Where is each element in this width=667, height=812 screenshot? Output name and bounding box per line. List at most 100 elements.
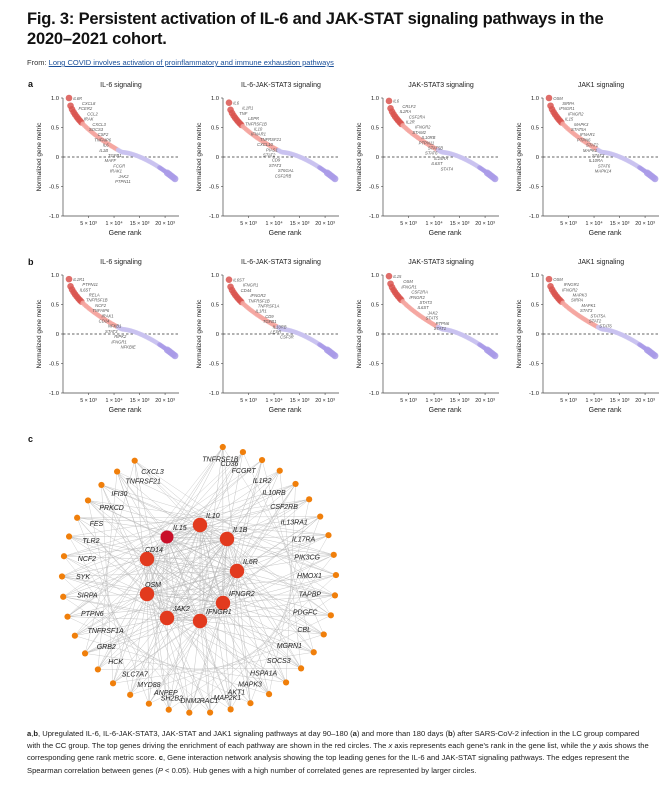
network-node xyxy=(109,680,117,687)
network-node-label: SH2B2 xyxy=(161,695,183,702)
network-node xyxy=(331,592,339,599)
network-edge xyxy=(146,558,302,669)
gene-label: STAT2 xyxy=(589,319,602,324)
network-edge xyxy=(113,652,314,684)
network-node xyxy=(74,514,81,521)
network-node-label: RAC1 xyxy=(200,698,219,705)
hub-node-label: JAK2 xyxy=(172,606,190,613)
gene-label: STAT6 xyxy=(425,151,438,156)
chart-title: JAK-STAT3 signaling xyxy=(408,82,474,89)
gene-label: OSM xyxy=(553,96,563,101)
gene-label: IFNAR1 xyxy=(580,132,595,137)
hub-node xyxy=(229,563,245,579)
network-edge xyxy=(222,470,280,604)
network-node-label: MGRN1 xyxy=(277,643,302,650)
network-edge xyxy=(199,451,244,526)
x-tick-label: 20 × 10³ xyxy=(155,398,175,404)
gene-label: IL6ST xyxy=(431,161,443,166)
caption-ref-a: a xyxy=(352,729,357,738)
x-tick-label: 5 × 10³ xyxy=(400,221,417,227)
network-node-label: IL10RB xyxy=(262,490,286,497)
y-tick-label: 1.0 xyxy=(371,96,379,102)
gene-label: FCER2 xyxy=(78,106,92,111)
gene-label: IFNGR1 xyxy=(111,339,126,344)
hub-node xyxy=(159,610,175,626)
x-tick-label: 20 × 10³ xyxy=(315,221,335,227)
network-node-label: NCF2 xyxy=(78,556,96,563)
gene-label: STAT3 xyxy=(592,153,605,158)
panel-label-b: b xyxy=(28,257,34,267)
y-tick-label: 1.0 xyxy=(51,96,59,102)
gene-label: STAT3 xyxy=(105,329,118,334)
gene-point xyxy=(65,275,73,283)
network-edge xyxy=(166,617,314,653)
network-edge xyxy=(63,483,296,557)
network-node-label: AKT1 xyxy=(227,690,246,697)
chart-b-4: JAK1 signaling 1.0 0.5 0 -0.5 -1.0 5 × 10³ 1 × … xyxy=(516,259,659,414)
y-tick-label: -1.0 xyxy=(369,391,379,397)
network-edge xyxy=(63,538,228,557)
network-edge xyxy=(97,536,168,670)
network-node-label: HMOX1 xyxy=(297,573,322,580)
network-edge xyxy=(134,460,336,596)
gene-label: STAT5A xyxy=(571,127,586,132)
caption-text-3: ) after SARS-CoV-2 infection in the LC g… xyxy=(27,729,640,751)
gene-label: SOCS3 xyxy=(89,127,104,132)
x-tick-label: 1 × 10⁴ xyxy=(425,221,443,227)
gene-point xyxy=(651,175,659,183)
network-edge xyxy=(222,602,302,669)
network-edge xyxy=(116,471,201,622)
hub-node xyxy=(192,613,208,629)
network-node xyxy=(332,571,340,579)
network-node-label: CSF2RB xyxy=(270,504,298,511)
gene-label: IL10RB xyxy=(422,135,436,140)
caption-y: y xyxy=(592,741,597,751)
network-node-label: MYD88 xyxy=(137,682,160,689)
network-edge xyxy=(166,516,321,538)
chart-b-2: IL-6-JAK-STAT3 signaling 1.0 0.5 0 -0.5 -1.0 5… xyxy=(196,259,339,414)
gene-label: IL2R xyxy=(406,120,415,125)
network-node-label: HCK xyxy=(108,659,123,666)
network-node xyxy=(127,691,134,698)
y-axis-label: Normalized gene metric xyxy=(516,299,523,368)
network-node-label: ANPEP xyxy=(153,690,178,697)
chart-title: JAK1 signaling xyxy=(578,259,624,266)
figure-title: Fig. 3: Persistent activation of IL-6 an… xyxy=(27,10,604,48)
gene-label: IL6 xyxy=(233,100,239,105)
network-edge xyxy=(168,524,201,710)
gene-label: CSF2RB xyxy=(275,173,292,178)
y-tick-label: 0 xyxy=(56,332,59,338)
gene-label: IFNAR1 xyxy=(251,132,266,137)
network-edge xyxy=(101,484,168,619)
network-edge xyxy=(62,570,238,577)
source-article-link[interactable]: Long COVID involves activation of proinf… xyxy=(48,58,334,67)
hub-node xyxy=(139,551,155,567)
network-edge xyxy=(63,556,168,619)
network-edge xyxy=(166,535,329,619)
network-edge xyxy=(226,534,329,540)
chart-title: JAK-STAT3 signaling xyxy=(408,259,474,266)
y-tick-label: -0.5 xyxy=(209,362,219,368)
network-edge xyxy=(166,536,336,596)
network-edge xyxy=(148,615,331,704)
network-edge xyxy=(166,536,270,695)
y-tick-label: 1.0 xyxy=(531,273,539,279)
network-node-label: TNFRSF1A xyxy=(88,628,125,635)
network-node-label: FES xyxy=(90,521,104,528)
network-node xyxy=(207,709,214,716)
network-node-label: TLR2 xyxy=(82,538,99,545)
y-tick-label: -0.5 xyxy=(49,185,59,191)
y-tick-label: 0.5 xyxy=(531,303,539,309)
x-tick-label: 1 × 10⁴ xyxy=(265,221,283,227)
network-node-label: CXCL3 xyxy=(141,469,164,476)
gene-label: STAT5 xyxy=(426,316,439,321)
network-edge xyxy=(112,558,148,684)
network-edge xyxy=(68,536,224,604)
gene-label: OSM xyxy=(403,279,413,284)
network-node-label: TNFRSF21 xyxy=(125,479,161,486)
network-edge xyxy=(87,500,131,695)
gene-point xyxy=(225,276,233,284)
network-edge xyxy=(285,483,296,683)
gene-label: CD9 xyxy=(272,158,281,163)
network-edge xyxy=(117,471,337,576)
